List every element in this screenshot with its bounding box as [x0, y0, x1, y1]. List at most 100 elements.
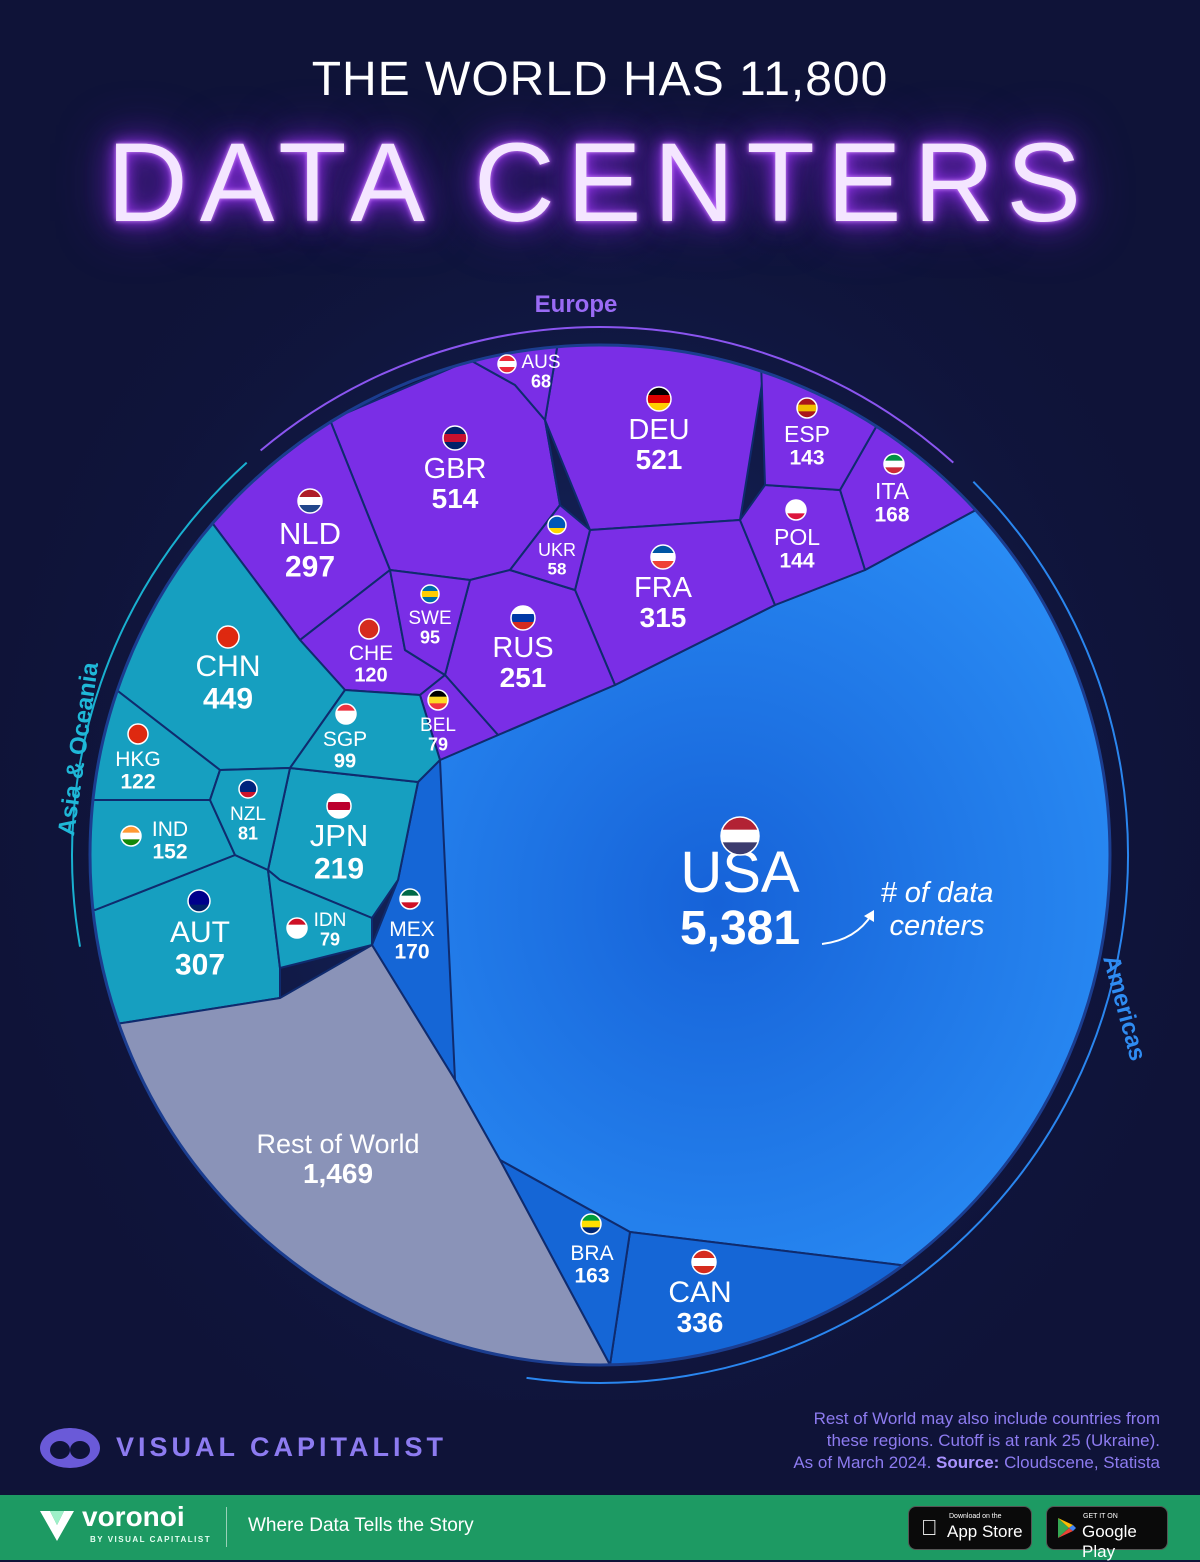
flag-rus-icon — [510, 605, 536, 631]
source-text: Cloudscene, Statista — [1004, 1453, 1160, 1472]
source-label: Source: — [936, 1453, 1000, 1472]
flag-swe-icon — [420, 584, 440, 604]
cell-label-pol: POL — [774, 524, 820, 550]
region-arc-americas — [526, 480, 1129, 1384]
flag-esp-icon — [796, 397, 818, 419]
cell-value-ukr: 58 — [548, 559, 567, 578]
cell-value-pol: 144 — [779, 550, 814, 573]
flag-can-icon — [691, 1249, 717, 1275]
cell-label-hkg: HKG — [115, 748, 161, 771]
flag-pol-icon — [785, 499, 807, 521]
cell-idn — [267, 869, 373, 969]
cell-label-idn: IDN — [314, 910, 347, 931]
voronoi-logo-icon — [40, 1511, 74, 1541]
flag-bel-icon — [427, 689, 449, 711]
google-play-icon — [1058, 1518, 1076, 1538]
cell-value-aut: 307 — [175, 948, 225, 981]
chart-outline — [88, 343, 1112, 1367]
flag-gbr-icon — [442, 425, 468, 451]
annotation-label: # of data centers — [881, 877, 994, 942]
cell-label-rest-of-world: Rest of World — [256, 1129, 419, 1159]
cell-value-swe: 95 — [420, 627, 440, 647]
app-store-button[interactable]:  Download on the App Store — [908, 1506, 1032, 1550]
cell-label-ita: ITA — [875, 478, 910, 504]
cell-label-can: CAN — [668, 1276, 731, 1309]
cell-value-can: 336 — [677, 1307, 724, 1338]
cell-value-che: 120 — [354, 665, 387, 687]
cell-label-bra: BRA — [570, 1242, 613, 1265]
flag-sgp-icon — [335, 703, 357, 725]
cell-label-mex: MEX — [389, 918, 435, 941]
cell-label-rus: RUS — [492, 632, 553, 664]
cell-value-idn: 79 — [320, 929, 340, 949]
cell-label-deu: DEU — [628, 414, 689, 446]
cell-label-jpn: JPN — [310, 818, 369, 853]
cell-value-rest-of-world: 1,469 — [303, 1158, 373, 1189]
visual-capitalist-logo-icon — [40, 1428, 100, 1468]
footnote-line-2: these regions. Cutoff is at rank 25 (Ukr… — [826, 1431, 1160, 1450]
voronoi-wordmark: voronoi — [82, 1501, 185, 1532]
cell-value-gbr: 514 — [432, 483, 479, 514]
footer-bar: voronoi BY VISUAL CAPITALIST Where Data … — [0, 1495, 1200, 1561]
app-store-small-text: Download on the — [949, 1513, 1002, 1520]
cell-value-nld: 297 — [285, 550, 335, 583]
cell-label-esp: ESP — [784, 421, 830, 447]
cell-label-sgp: SGP — [323, 728, 367, 751]
google-play-small-text: GET IT ON — [1083, 1513, 1118, 1520]
flag-aut-icon — [187, 889, 211, 913]
cell-label-nld: NLD — [279, 516, 341, 551]
cell-ukr — [509, 419, 591, 591]
google-play-button[interactable]: GET IT ON Google Play — [1046, 1506, 1168, 1561]
cell-value-chn: 449 — [203, 682, 253, 715]
region-arc-asia-oceania — [71, 461, 248, 947]
tagline: Where Data Tells the Story — [248, 1515, 474, 1536]
region-label-europe: Europe — [535, 291, 618, 318]
cell-value-rus: 251 — [500, 662, 547, 693]
cell-label-bel: BEL — [420, 715, 456, 736]
cell-value-esp: 143 — [789, 447, 824, 470]
flag-ukr-icon — [547, 515, 567, 535]
footer-divider — [226, 1507, 227, 1547]
flag-aus-icon — [497, 354, 517, 374]
flag-jpn-icon — [326, 793, 352, 819]
flag-usa-icon — [720, 816, 760, 856]
cell-value-deu: 521 — [636, 444, 683, 475]
cell-label-fra: FRA — [634, 572, 693, 604]
flag-chn-icon — [216, 625, 240, 649]
cell-value-sgp: 99 — [334, 751, 356, 773]
flag-idn-icon — [286, 917, 308, 939]
flag-ind-icon — [120, 825, 142, 847]
region-arc-europe — [259, 326, 954, 464]
footnote-date: As of March 2024. — [793, 1453, 932, 1472]
google-play-label: Google Play — [1082, 1522, 1137, 1561]
footnote-line-1: Rest of World may also include countries… — [813, 1409, 1160, 1428]
annotation-arrowhead — [864, 910, 874, 922]
cell-value-jpn: 219 — [314, 852, 364, 885]
annotation-line-1: # of data — [881, 877, 994, 909]
cell-value-aus: 68 — [531, 371, 551, 391]
footnote: Rest of World may also include countries… — [700, 1408, 1160, 1474]
flag-deu-icon — [646, 386, 672, 412]
cell-label-aut: AUT — [170, 916, 230, 949]
page-title: DATA CENTERS — [106, 120, 1094, 245]
footnote-line-3: As of March 2024. Source: Cloudscene, St… — [700, 1452, 1160, 1474]
flag-hkg-icon — [127, 723, 149, 745]
cell-value-mex: 170 — [394, 941, 429, 964]
cell-value-ind: 152 — [152, 841, 187, 864]
cell-label-gbr: GBR — [424, 453, 487, 485]
voronoi-byline: BY VISUAL CAPITALIST — [90, 1535, 212, 1544]
cell-label-chn: CHN — [196, 650, 261, 683]
cell-sgp — [289, 689, 441, 783]
title-top: THE WORLD HAS 11,800 — [311, 53, 889, 106]
flag-ita-icon — [883, 453, 905, 475]
cell-value-nzl: 81 — [238, 823, 258, 843]
publisher-name: VISUAL CAPITALIST — [116, 1432, 448, 1462]
cell-label-ind: IND — [152, 818, 188, 841]
cell-label-swe: SWE — [408, 608, 451, 629]
app-store-label: App Store — [947, 1522, 1023, 1541]
cell-value-fra: 315 — [640, 602, 687, 633]
cell-value-bra: 163 — [574, 1265, 609, 1288]
cell-label-che: CHE — [349, 642, 393, 665]
